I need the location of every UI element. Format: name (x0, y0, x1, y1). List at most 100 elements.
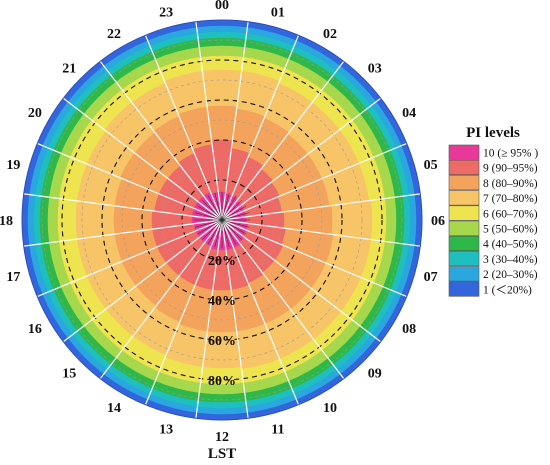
hour-center-spoke (202, 200, 223, 221)
hour-label-16: 16 (28, 322, 42, 337)
legend-entry-label: 7 (70–80%) (483, 193, 538, 205)
hour-label-19: 19 (6, 158, 20, 173)
hour-label-01: 01 (271, 5, 285, 20)
hour-center-spoke (214, 192, 223, 221)
sector-boundary (221, 34, 300, 221)
hour-center-spoke (221, 219, 237, 245)
minor-grid-ring (81, 79, 363, 361)
outer-border (21, 19, 423, 421)
hour-center-spoke (221, 219, 242, 240)
sector-boundary (23, 219, 223, 247)
hour-center-spoke (194, 212, 223, 221)
sector-boundary (221, 219, 249, 419)
hour-center-spoke (207, 195, 223, 221)
radial-label-60: 60% (208, 334, 236, 349)
hour-center-spoke (221, 195, 237, 221)
legend: PI levels 10 (≥ 95% ) 9 (90–95%) 8 (80–90%… (448, 125, 538, 297)
radial-tick-labels: 20% 40% 60% 80% (208, 254, 236, 389)
legend-swatch (448, 190, 480, 206)
legend-entry-label: 1 (＜20%) (483, 284, 532, 296)
sector-boundary (195, 219, 223, 419)
polar-grid (21, 19, 423, 421)
sector-boundary (221, 193, 421, 221)
hour-center-spoke (207, 219, 223, 245)
radial-label-40: 40% (208, 294, 236, 309)
hour-label-13: 13 (159, 423, 173, 438)
angular-axis-label: LST (208, 446, 236, 462)
legend-entry-label: 3 (30–40%) (483, 254, 538, 266)
hour-label-00: 00 (215, 0, 229, 13)
sector-boundary (62, 97, 223, 221)
hour-label-02: 02 (323, 27, 337, 42)
hour-center-spoke (221, 200, 242, 221)
hour-label-07: 07 (424, 270, 438, 285)
hour-label-12: 12 (215, 430, 229, 445)
legend-entry-label: 5 (50–60%) (483, 224, 538, 236)
legend-swatch (448, 281, 480, 297)
legend-swatch (448, 205, 480, 221)
legend-swatch (448, 235, 480, 251)
hour-label-23: 23 (159, 5, 173, 20)
hour-center-spoke (221, 219, 247, 235)
sector-boundary (36, 219, 223, 298)
hour-tick-labels: 00 01 02 03 04 05 06 07 08 09 10 11 12 13 14 15 16 17 18 19… (0, 0, 445, 445)
major-grid-ring (101, 99, 343, 341)
legend-swatch (448, 144, 480, 160)
hour-label-14: 14 (107, 401, 121, 416)
legend-entry-label: 6 (60–70%) (483, 208, 538, 220)
hour-center-spoke (221, 192, 230, 221)
hour-center-spoke (221, 205, 247, 221)
sector-boundary (221, 219, 300, 406)
sector-boundary (144, 34, 223, 221)
sector-boundary (195, 21, 223, 221)
hour-label-20: 20 (28, 106, 42, 121)
hour-label-03: 03 (368, 61, 382, 76)
radial-label-80: 80% (208, 374, 236, 389)
sector-boundary (221, 219, 408, 298)
hour-center-spoke (221, 219, 230, 248)
sector-boundary (221, 219, 382, 343)
hour-center-spoke (197, 219, 223, 235)
major-grid-ring (181, 179, 263, 261)
legend-swatch (448, 220, 480, 236)
hour-center-spoke (197, 205, 223, 221)
hour-label-06: 06 (431, 214, 445, 229)
sector-boundary (221, 219, 421, 247)
hour-label-10: 10 (323, 401, 337, 416)
sector-boundary (62, 219, 223, 343)
hour-label-18: 18 (0, 214, 13, 229)
hour-label-05: 05 (424, 158, 438, 173)
hour-label-04: 04 (402, 106, 416, 121)
sector-boundary (144, 219, 223, 406)
sector-boundary (221, 97, 382, 221)
hour-label-09: 09 (368, 367, 382, 382)
sector-boundary (221, 60, 345, 221)
hour-label-22: 22 (107, 27, 121, 42)
hour-center-spoke (202, 219, 223, 240)
sector-boundary (221, 21, 249, 221)
legend-swatch (448, 251, 480, 267)
sector-boundary (221, 142, 408, 221)
hour-label-08: 08 (402, 322, 416, 337)
hour-label-15: 15 (62, 367, 76, 382)
sector-boundary (99, 219, 223, 380)
hour-center-spoke (221, 219, 250, 228)
legend-entry-label: 8 (80–90%) (483, 178, 538, 190)
hour-center-spoke (221, 212, 250, 221)
minor-grid-ring (121, 119, 323, 321)
legend-entry-label: 2 (20–30%) (483, 269, 538, 281)
legend-entry-label: 4 (40–50%) (483, 239, 538, 251)
major-grid-ring (141, 139, 303, 301)
minor-grid-ring (41, 39, 403, 401)
hour-label-17: 17 (6, 270, 20, 285)
hour-label-11: 11 (271, 423, 284, 438)
legend-swatch (448, 159, 480, 175)
legend-swatch (448, 266, 480, 282)
hour-center-spoke (194, 219, 223, 228)
radial-label-20: 20% (208, 254, 236, 269)
major-grid-ring (61, 59, 383, 381)
legend-entry-label: 10 (≥ 95% ) (483, 148, 538, 160)
sector-boundary (221, 219, 345, 380)
legend-title: PI levels (466, 125, 520, 141)
